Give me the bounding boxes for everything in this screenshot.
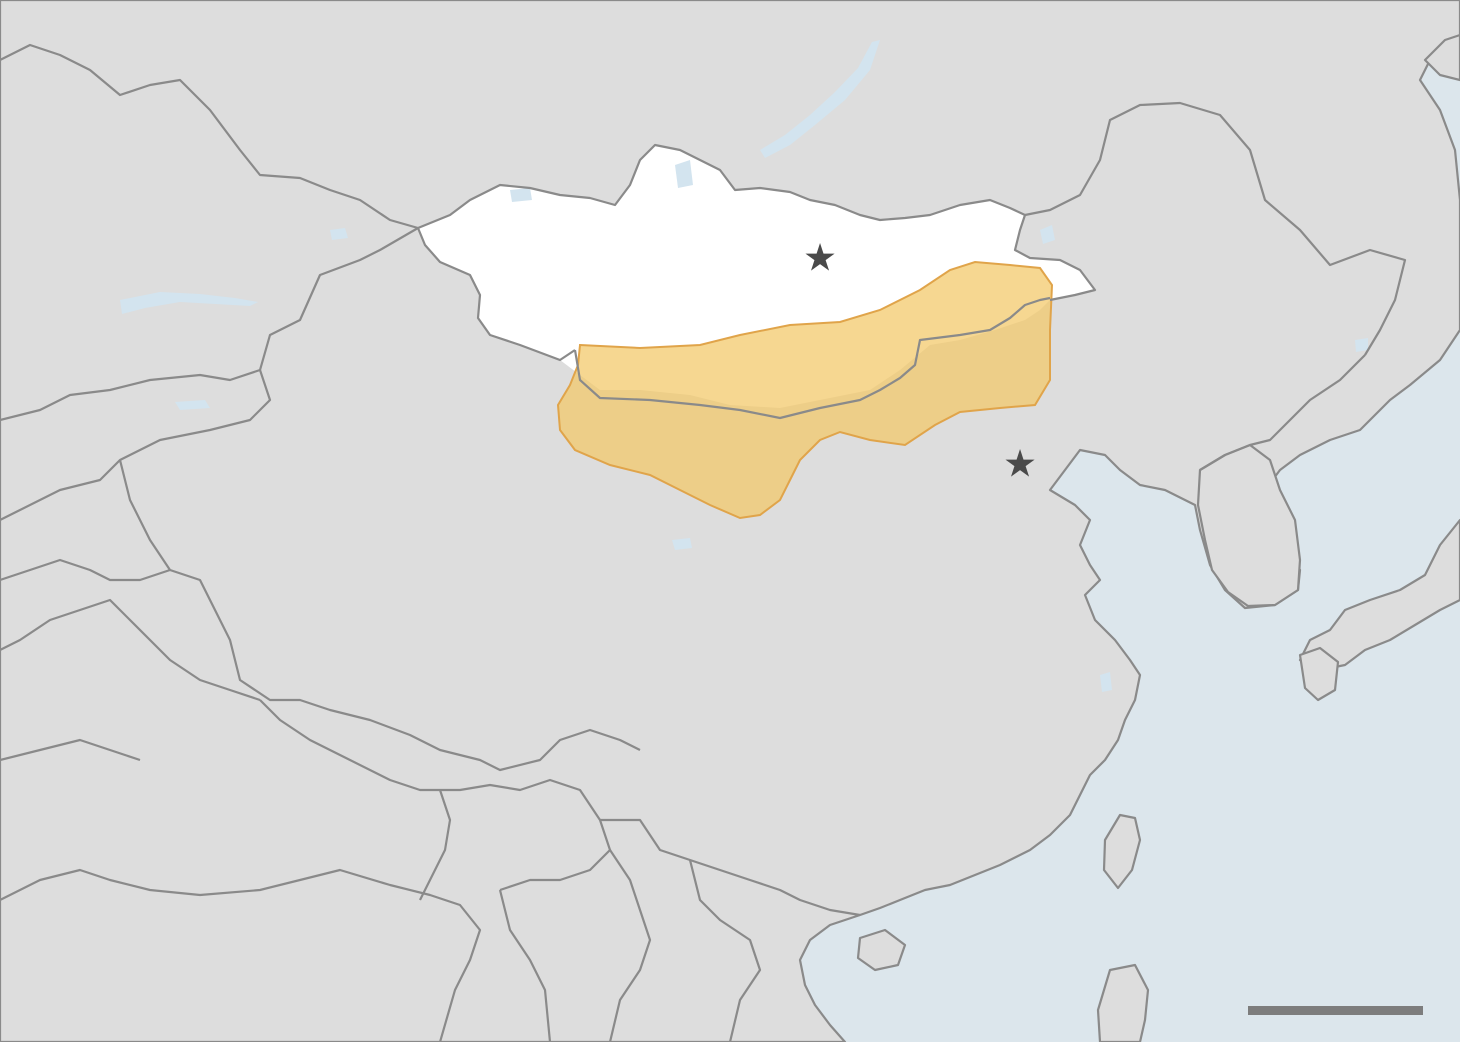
lake-xingkai [1355,338,1368,352]
gobi-desert-region [556,260,1054,520]
mongolia-west-border [416,227,576,362]
lake-issyk-kul [175,400,210,410]
taiwan-island [1102,813,1142,890]
lake-hulun [1040,225,1055,244]
country-borders [0,43,1407,1042]
mongolia-border-outline [417,143,1097,302]
beijing-marker: ★ [1003,442,1037,486]
lake-uvs [510,188,532,202]
hainan-island [856,928,907,972]
luzon-island [1096,963,1150,1042]
ulaanbaatar-marker: ★ [803,236,837,280]
kyushu-island [1298,646,1340,702]
lake-qinghai [672,538,692,550]
lake-khovsgol [675,160,693,188]
lake-baikal [760,40,880,158]
lake-balkhash [120,292,258,314]
lake-poyang [1100,672,1112,692]
lake-zaysan [330,228,348,240]
korea-peninsula [1196,443,1302,608]
sakhalin-island [1423,33,1460,82]
mongolia-china-border [573,296,1051,420]
india-peninsula [0,868,482,1042]
scale-bar [1248,1006,1423,1015]
